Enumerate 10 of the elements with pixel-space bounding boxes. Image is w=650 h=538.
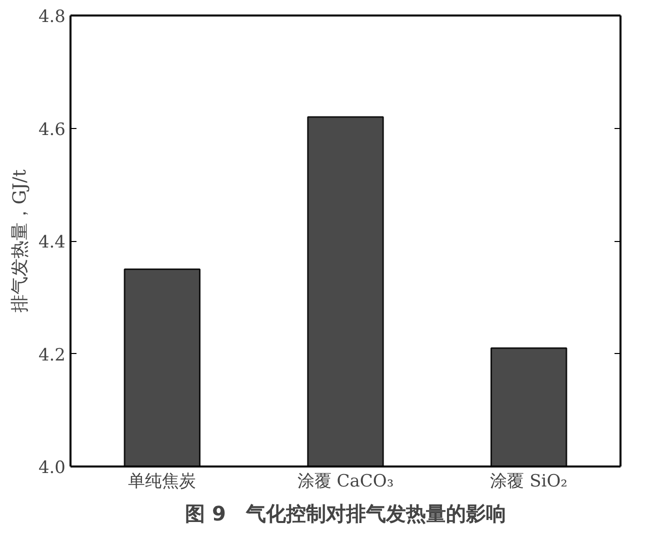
x-tick-label: 涂覆 SiO₂ xyxy=(490,472,568,492)
y-tick-label: 4.6 xyxy=(38,120,66,140)
y-tick-label: 4.8 xyxy=(38,7,66,27)
text: 图 9 气化控制对排气发热量的影响 xyxy=(185,502,506,526)
y-tick-label: 4.4 xyxy=(38,232,66,252)
x-tick-label: 涂覆 CaCO₃ xyxy=(297,472,394,492)
y-tick-label: 4.0 xyxy=(38,458,66,478)
y-axis-title: 排气发热量，GJ/t xyxy=(9,168,30,312)
y-tick-label: 4.2 xyxy=(38,345,66,366)
x-tick-label: 单纯焦炭 xyxy=(128,472,196,492)
